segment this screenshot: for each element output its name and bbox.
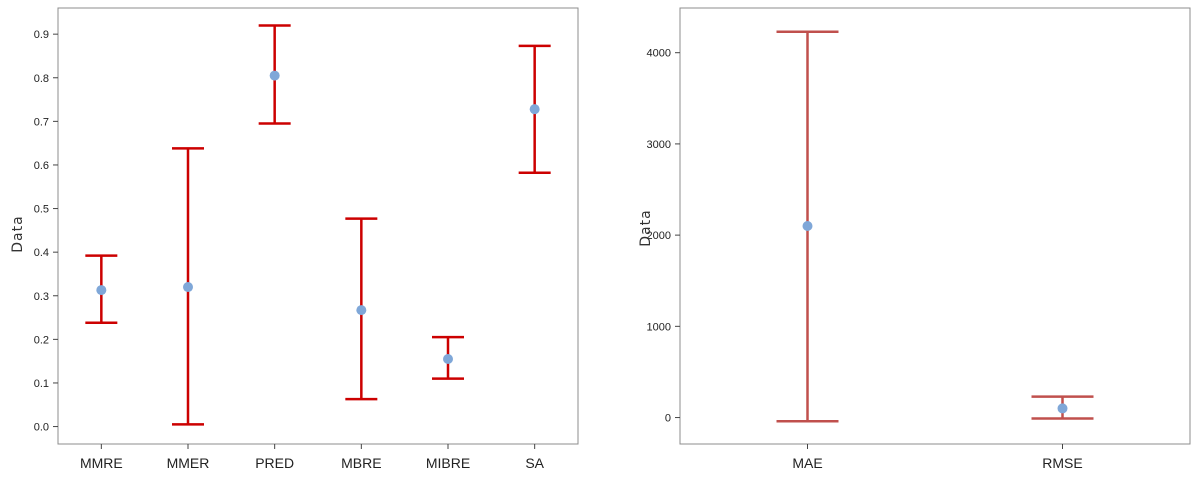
mean-point [443,353,453,364]
x-tick-label: RMSE [1042,455,1082,471]
y-tick-label: 4000 [647,48,671,60]
y-tick-label: 0.6 [34,160,49,172]
x-tick-label: MIBRE [426,455,470,471]
y-tick-label: 0.9 [34,29,49,41]
mean-point [529,104,540,115]
interval-plot-panel-left: 0.0 0.1 0.2 0.3 0.4 0.5 0.6 0.7 0.8 0.9 MMRE MMER P… [10,7,579,471]
x-tick-label: MBRE [341,455,381,471]
y-tick-label: 0.7 [34,116,49,128]
plot-frame [679,7,1191,445]
x-tick-label: MAE [792,455,822,471]
y-tick-label: 0.1 [34,378,49,390]
interval-marks [776,30,1094,423]
plot-frame [57,7,579,445]
mean-point [356,305,367,316]
y-tick-label: 0.5 [34,204,49,216]
y-tick-label: 1000 [647,321,671,333]
mean-point [1057,403,1068,414]
x-tick-label: MMRE [80,455,123,471]
x-tick-label: MMER [167,455,210,471]
y-axis-ticks: 0.0 0.1 0.2 0.3 0.4 0.5 0.6 0.7 0.8 0.9 [34,29,58,434]
y-tick-label: 0.2 [34,334,49,346]
mean-point [183,282,193,293]
x-tick-label: PRED [255,455,294,471]
interval-marks [85,24,551,426]
x-axis-ticks: MAE RMSE [792,444,1083,471]
x-axis-ticks: MMRE MMER PRED MBRE MIBRE SA [80,444,545,471]
y-tick-label: 3000 [647,139,671,151]
y-tick-label: 0.8 [34,73,49,85]
y-tick-label: 0.0 [34,422,49,434]
mean-point [802,221,813,231]
mean-point [269,70,280,81]
y-axis-title: Data [10,215,26,252]
y-axis-ticks: 0 1000 2000 3000 4000 [647,48,680,425]
mean-point [96,285,107,296]
interval-plot-panel-right: 0 1000 2000 3000 4000 MAE RMSE Data [638,7,1191,471]
x-tick-label: SA [525,455,544,471]
y-tick-label: 0.3 [34,291,49,303]
y-axis-title: Data [638,209,654,246]
y-tick-label: 2000 [647,230,671,242]
y-tick-label: 0.4 [34,247,49,259]
y-tick-label: 0 [665,413,671,425]
